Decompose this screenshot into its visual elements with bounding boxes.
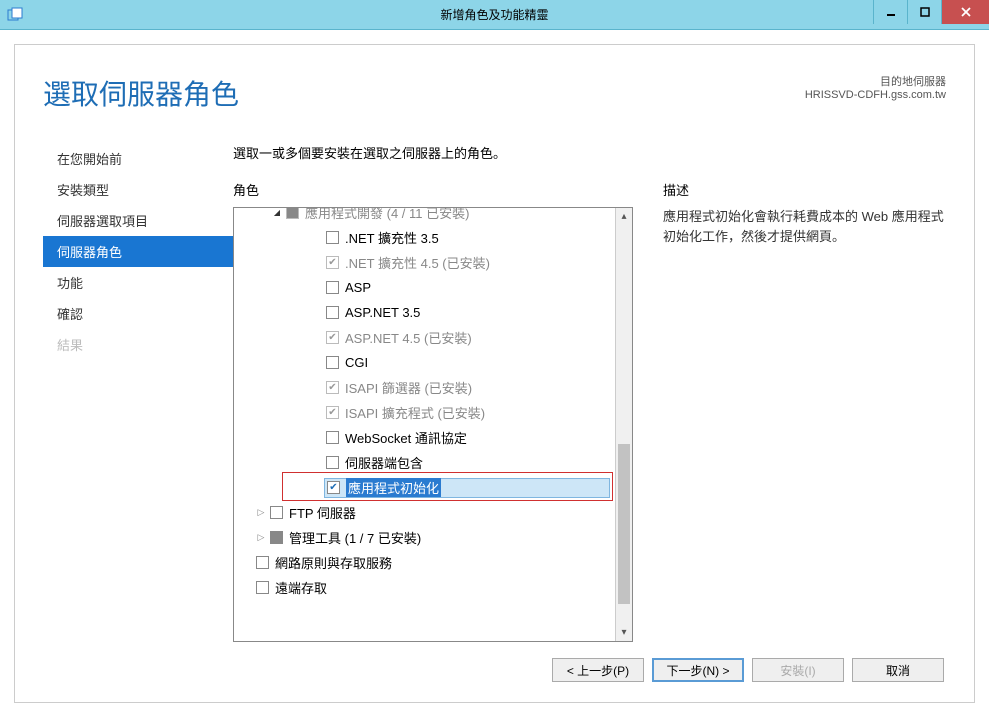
expander-icon[interactable]: ▷ [254, 507, 268, 518]
description-heading: 描述 [663, 180, 946, 199]
scroll-thumb[interactable] [618, 444, 630, 604]
app-icon [6, 6, 24, 24]
next-button[interactable]: 下一步(N) > [652, 658, 744, 682]
tree-row[interactable]: ASP.NET 4.5 (已安裝) [240, 325, 615, 350]
expander-icon[interactable]: ◢ [270, 208, 284, 217]
tree-row-label: 網路原則與存取服務 [275, 553, 392, 572]
destination-server: HRISSVD-CDFH.gss.com.tw [805, 89, 946, 101]
tree-row-label: 伺服器端包含 [345, 453, 423, 472]
tree-row-label: ISAPI 擴充程式 (已安裝) [345, 403, 485, 422]
wizard-nav: 在您開始前安裝類型伺服器選取項目伺服器角色功能確認結果 [43, 143, 233, 642]
nav-item-0[interactable]: 在您開始前 [43, 143, 233, 174]
tree-scrollbar[interactable]: ▴ ▾ [615, 208, 632, 641]
checkbox[interactable] [270, 531, 283, 544]
tree-row[interactable]: ASP [240, 275, 615, 300]
tree-row[interactable]: 伺服器端包含 [240, 450, 615, 475]
tree-row[interactable]: CGI [240, 350, 615, 375]
tree-row-label: 應用程式初始化 [346, 478, 441, 497]
minimize-button[interactable] [873, 0, 907, 24]
tree-row-label: 管理工具 (1 / 7 已安裝) [289, 528, 421, 547]
body-row: 在您開始前安裝類型伺服器選取項目伺服器角色功能確認結果 選取一或多個要安裝在選取… [43, 143, 946, 642]
checkbox[interactable] [326, 231, 339, 244]
tree-row[interactable]: 遠端存取 [240, 575, 615, 600]
nav-item-4[interactable]: 功能 [43, 267, 233, 298]
maximize-button[interactable] [907, 0, 941, 24]
tree-row-label: CGI [345, 355, 368, 370]
nav-item-1[interactable]: 安裝類型 [43, 174, 233, 205]
window-buttons [873, 0, 989, 29]
nav-item-6: 結果 [43, 329, 233, 360]
tree-row-label: WebSocket 通訊協定 [345, 428, 467, 447]
tree-row[interactable]: WebSocket 通訊協定 [240, 425, 615, 450]
content-panel: 選取伺服器角色 目的地伺服器 HRISSVD-CDFH.gss.com.tw 在… [14, 44, 975, 703]
tree-row[interactable]: 網路原則與存取服務 [240, 550, 615, 575]
checkbox [326, 331, 339, 344]
checkbox [286, 208, 299, 219]
destination-info: 目的地伺服器 HRISSVD-CDFH.gss.com.tw [805, 73, 946, 101]
tree-row-label: FTP 伺服器 [289, 503, 356, 522]
prev-button[interactable]: < 上一步(P) [552, 658, 644, 682]
checkbox[interactable] [326, 356, 339, 369]
expander-icon[interactable]: ▷ [254, 532, 268, 543]
destination-label: 目的地伺服器 [805, 73, 946, 89]
header-row: 選取伺服器角色 目的地伺服器 HRISSVD-CDFH.gss.com.tw [43, 73, 946, 113]
checkbox[interactable] [270, 506, 283, 519]
close-button[interactable] [941, 0, 989, 24]
scroll-down-button[interactable]: ▾ [616, 624, 632, 641]
checkbox [326, 256, 339, 269]
install-button: 安裝(I) [752, 658, 844, 682]
titlebar: 新增角色及功能精靈 [0, 0, 989, 30]
tree-row-label: .NET 擴充性 3.5 [345, 228, 439, 247]
tree-row[interactable]: .NET 擴充性 4.5 (已安裝) [240, 250, 615, 275]
tree-row-label: 應用程式開發 (4 / 11 已安裝) [305, 208, 469, 222]
description-text: 應用程式初始化會執行耗費成本的 Web 應用程式初始化工作，然後才提供網頁。 [663, 207, 946, 246]
tree-row[interactable]: ISAPI 篩選器 (已安裝) [240, 375, 615, 400]
main-area: 選取一或多個要安裝在選取之伺服器上的角色。 角色 ◢ 應用程式開發 (4 / 11… [233, 143, 946, 642]
tree-row-label: ASP.NET 4.5 (已安裝) [345, 328, 472, 347]
tree-row-label: ASP [345, 280, 371, 295]
tree-row[interactable]: ASP.NET 3.5 [240, 300, 615, 325]
tree-row[interactable]: ▷ FTP 伺服器 [240, 500, 615, 525]
wizard-footer: < 上一步(P) 下一步(N) > 安裝(I) 取消 [43, 642, 946, 686]
checkbox[interactable] [326, 306, 339, 319]
checkbox[interactable] [327, 481, 340, 494]
roles-tree[interactable]: ◢ 應用程式開發 (4 / 11 已安裝) .NET 擴充性 3.5 .NET 擴充性… [234, 208, 615, 641]
tree-row[interactable]: 應用程式初始化 [240, 475, 615, 500]
tree-row-label: .NET 擴充性 4.5 (已安裝) [345, 253, 490, 272]
cancel-button[interactable]: 取消 [852, 658, 944, 682]
checkbox[interactable] [326, 456, 339, 469]
page-title: 選取伺服器角色 [43, 73, 239, 113]
instruction-text: 選取一或多個要安裝在選取之伺服器上的角色。 [233, 143, 946, 162]
tree-row[interactable]: ◢ 應用程式開發 (4 / 11 已安裝) [240, 208, 615, 225]
checkbox [326, 406, 339, 419]
checkbox[interactable] [326, 431, 339, 444]
nav-item-3[interactable]: 伺服器角色 [43, 236, 233, 267]
columns: 角色 ◢ 應用程式開發 (4 / 11 已安裝) .NET 擴充性 3.5 .NET … [233, 180, 946, 642]
scroll-up-button[interactable]: ▴ [616, 208, 632, 225]
roles-tree-container: ◢ 應用程式開發 (4 / 11 已安裝) .NET 擴充性 3.5 .NET 擴充性… [233, 207, 633, 642]
tree-row-label: ISAPI 篩選器 (已安裝) [345, 378, 472, 397]
roles-column: 角色 ◢ 應用程式開發 (4 / 11 已安裝) .NET 擴充性 3.5 .NET … [233, 180, 633, 642]
nav-item-2[interactable]: 伺服器選取項目 [43, 205, 233, 236]
checkbox[interactable] [326, 281, 339, 294]
tree-row[interactable]: ▷ 管理工具 (1 / 7 已安裝) [240, 525, 615, 550]
tree-row[interactable]: ISAPI 擴充程式 (已安裝) [240, 400, 615, 425]
tree-row-label: ASP.NET 3.5 [345, 305, 420, 320]
scroll-track[interactable] [616, 225, 632, 624]
checkbox[interactable] [256, 581, 269, 594]
roles-heading: 角色 [233, 180, 633, 199]
window-title: 新增角色及功能精靈 [440, 6, 548, 23]
nav-item-5[interactable]: 確認 [43, 298, 233, 329]
checkbox [326, 381, 339, 394]
description-column: 描述 應用程式初始化會執行耗費成本的 Web 應用程式初始化工作，然後才提供網頁… [663, 180, 946, 642]
tree-row-label: 遠端存取 [275, 578, 327, 597]
tree-row[interactable]: .NET 擴充性 3.5 [240, 225, 615, 250]
page: 選取伺服器角色 目的地伺服器 HRISSVD-CDFH.gss.com.tw 在… [0, 30, 989, 703]
checkbox[interactable] [256, 556, 269, 569]
